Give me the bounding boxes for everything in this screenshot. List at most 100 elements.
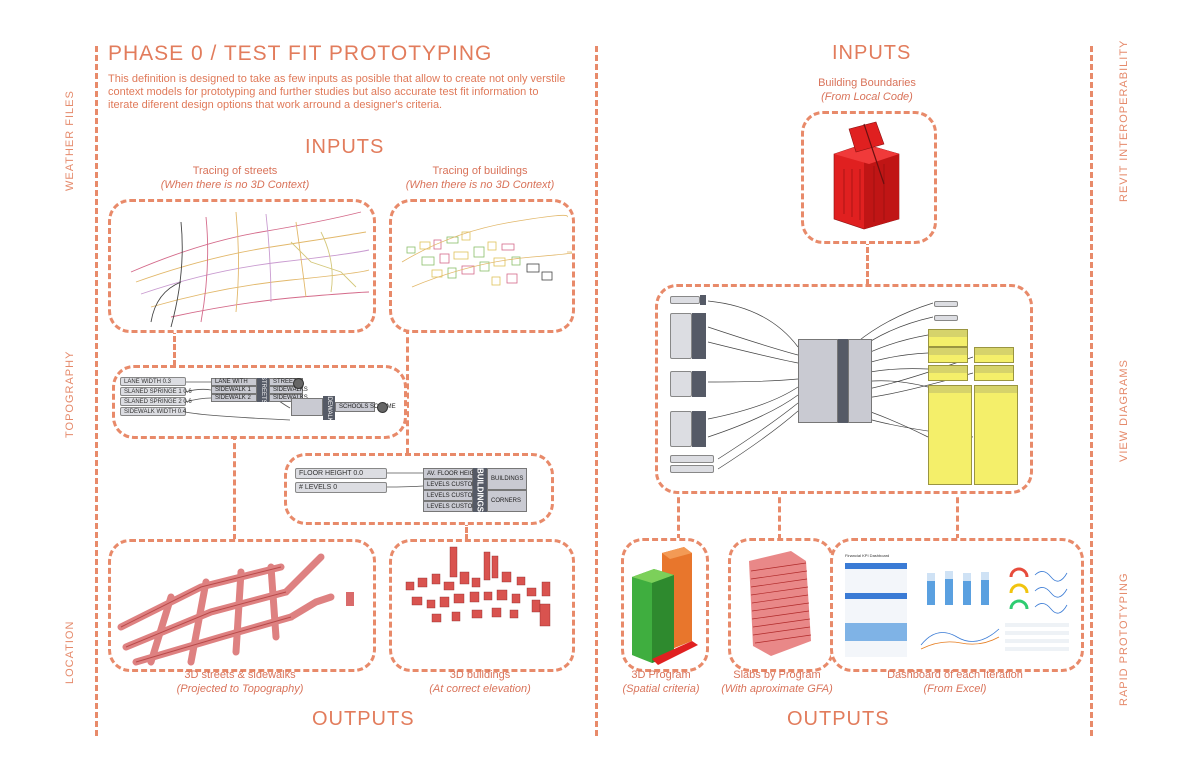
connector-line <box>233 434 236 540</box>
slabs-caption: Slabs by Program (With aproximate GFA) <box>712 668 842 696</box>
program-panel <box>621 538 709 672</box>
caption-title: Tracing of buildings <box>432 165 528 177</box>
buildings-output-corners: CORNERS <box>487 490 527 512</box>
input-slider[interactable] <box>670 296 700 304</box>
boundaries-panel <box>801 111 937 244</box>
buildings-node-panel: FLOOR HEIGHT 0.0 # LEVELS 0 AV. FLOOR HE… <box>284 453 554 525</box>
output-chip <box>934 301 958 307</box>
caption-title: 3D streets & sidewalks <box>184 669 296 681</box>
caption-title: Slabs by Program <box>733 669 821 681</box>
output-panel <box>928 329 968 347</box>
description-line: iterate diferent design options that wor… <box>108 99 443 111</box>
toggle-icon[interactable] <box>377 402 388 413</box>
caption-subtitle: (When there is no 3D Context) <box>160 179 310 191</box>
streets-trace-caption: Tracing of streets (When there is no 3D … <box>130 164 340 192</box>
output-panel-large <box>974 385 1018 485</box>
schools-scheme-output: SCHOOLS SCHEME <box>335 402 396 412</box>
buildings-3d-model <box>405 546 551 627</box>
buildings-trace-panel <box>389 199 575 333</box>
levels-slider[interactable]: # LEVELS 0 <box>295 482 387 493</box>
side-label-topography: TOPOGRAPHY <box>64 350 76 438</box>
input-block[interactable] <box>670 371 692 397</box>
definition-panel <box>655 284 1033 494</box>
dashboard-panel: Financial KPI Dashboard <box>830 538 1084 672</box>
dashboard-gauges <box>1005 563 1069 615</box>
left-outputs-heading: OUTPUTS <box>312 708 415 730</box>
main-component-inputs <box>798 339 838 423</box>
output-chip <box>934 315 958 321</box>
streets-component[interactable]: STREETS <box>257 376 269 404</box>
floor-height-slider[interactable]: FLOOR HEIGHT 0.0 <box>295 468 387 479</box>
streets-3d-caption: 3D streets & sidewalks (Projected to Top… <box>130 668 350 696</box>
streets-trace-drawing <box>130 211 370 328</box>
toggle-icon[interactable] <box>293 378 304 389</box>
buildings-trace-drawing <box>401 214 572 288</box>
slabs-model <box>749 551 812 656</box>
connector-line <box>173 328 176 366</box>
caption-subtitle: (From Excel) <box>923 683 987 695</box>
caption-subtitle: (Projected to Topography) <box>176 683 304 695</box>
streets-port-sidewalk2: SIDEWALK 2 <box>211 394 257 402</box>
caption-title: 3D Program <box>631 669 691 681</box>
streets-node-panel: LANE WIDTH 0.3 SLANED SPRINGE 1 0.6 SLAN… <box>112 365 407 439</box>
connector-line <box>677 488 680 540</box>
input-slider[interactable] <box>670 455 714 463</box>
left-title: PHASE 0 / TEST FIT PROTOTYPING <box>108 42 493 65</box>
side-label-location: LOCATION <box>64 620 76 684</box>
dashboard-line-chart <box>917 615 1003 655</box>
sidewalks-port <box>291 398 323 416</box>
left-inputs-heading: INPUTS <box>305 136 385 158</box>
program-model <box>632 547 698 665</box>
sidewalk-2-slider[interactable]: SLANED SPRINGE 2 0.6 <box>120 397 192 406</box>
right-border-line <box>1090 46 1093 736</box>
buildings-component[interactable]: BUILDINGS <box>473 468 487 512</box>
connector-line <box>465 520 468 540</box>
side-label-weather: WEATHER FILES <box>64 90 76 191</box>
right-outputs-heading: OUTPUTS <box>787 708 890 730</box>
connector-line <box>778 488 781 540</box>
buildings-output-buildings: BUILDINGS <box>487 468 527 490</box>
side-label-revit: REVIT INTEROPERABILITY <box>1118 39 1130 202</box>
center-divider-line <box>595 46 598 736</box>
component-name: SIDEWALKS <box>326 390 332 426</box>
left-border-line <box>95 46 98 736</box>
buildings-port-custom2: LEVELS CUSTOM 2 <box>423 490 482 501</box>
boundaries-caption: Building Boundaries (From Local Code) <box>767 76 967 104</box>
input-node[interactable] <box>700 295 706 305</box>
buildings-port-custom3: LEVELS CUSTOM 3 <box>423 501 482 512</box>
component-name: BUILDINGS <box>475 468 485 512</box>
caption-title: Building Boundaries <box>818 77 916 89</box>
streets-port-sidewalk1: SIDEWALK 1 <box>211 386 257 394</box>
lane-width-slider[interactable]: LANE WIDTH 0.3 <box>120 377 186 386</box>
program-caption: 3D Program (Spatial criteria) <box>606 668 716 696</box>
input-node[interactable] <box>692 411 706 447</box>
streets-output-sidewalks: SIDEWALKS <box>269 386 308 394</box>
description-line: context models for prototyping and furth… <box>108 86 539 98</box>
buildings-port-custom1: LEVELS CUSTOM 1 <box>423 479 482 490</box>
sidewalks-component[interactable]: SIDEWALKS <box>323 391 335 425</box>
streets-3d-model <box>117 553 354 666</box>
input-node[interactable] <box>692 313 706 359</box>
sidewalk-width-slider[interactable]: SIDEWALK WIDTH 0.4 <box>120 407 186 416</box>
output-panel <box>928 347 968 363</box>
caption-title: Dashboard of each Iteration <box>887 669 1023 681</box>
left-description: This definition is designed to take as f… <box>108 73 578 112</box>
input-block[interactable] <box>670 411 692 447</box>
dashboard-caption: Dashboard of each Iteration (From Excel) <box>860 668 1050 696</box>
side-label-rapid: RAPID PROTOTYPING <box>1118 572 1130 706</box>
output-panel <box>974 347 1014 363</box>
input-block[interactable] <box>670 313 692 359</box>
input-node[interactable] <box>692 371 706 397</box>
dashboard-kpi-column <box>845 563 907 657</box>
connector-line <box>866 239 869 285</box>
streets-3d-panel <box>108 539 376 672</box>
sidewalk-1-slider[interactable]: SLANED SPRINGE 1 0.6 <box>120 387 192 396</box>
side-label-view: VIEW DIAGRAMS <box>1118 359 1130 462</box>
buildings-port-floor: AV. FLOOR HEIGHT <box>423 468 482 479</box>
streets-trace-panel <box>108 199 376 333</box>
main-component-outputs <box>848 339 872 423</box>
main-component[interactable] <box>838 339 848 423</box>
input-slider[interactable] <box>670 465 714 473</box>
output-panel <box>928 365 968 381</box>
caption-subtitle: (From Local Code) <box>821 91 913 103</box>
